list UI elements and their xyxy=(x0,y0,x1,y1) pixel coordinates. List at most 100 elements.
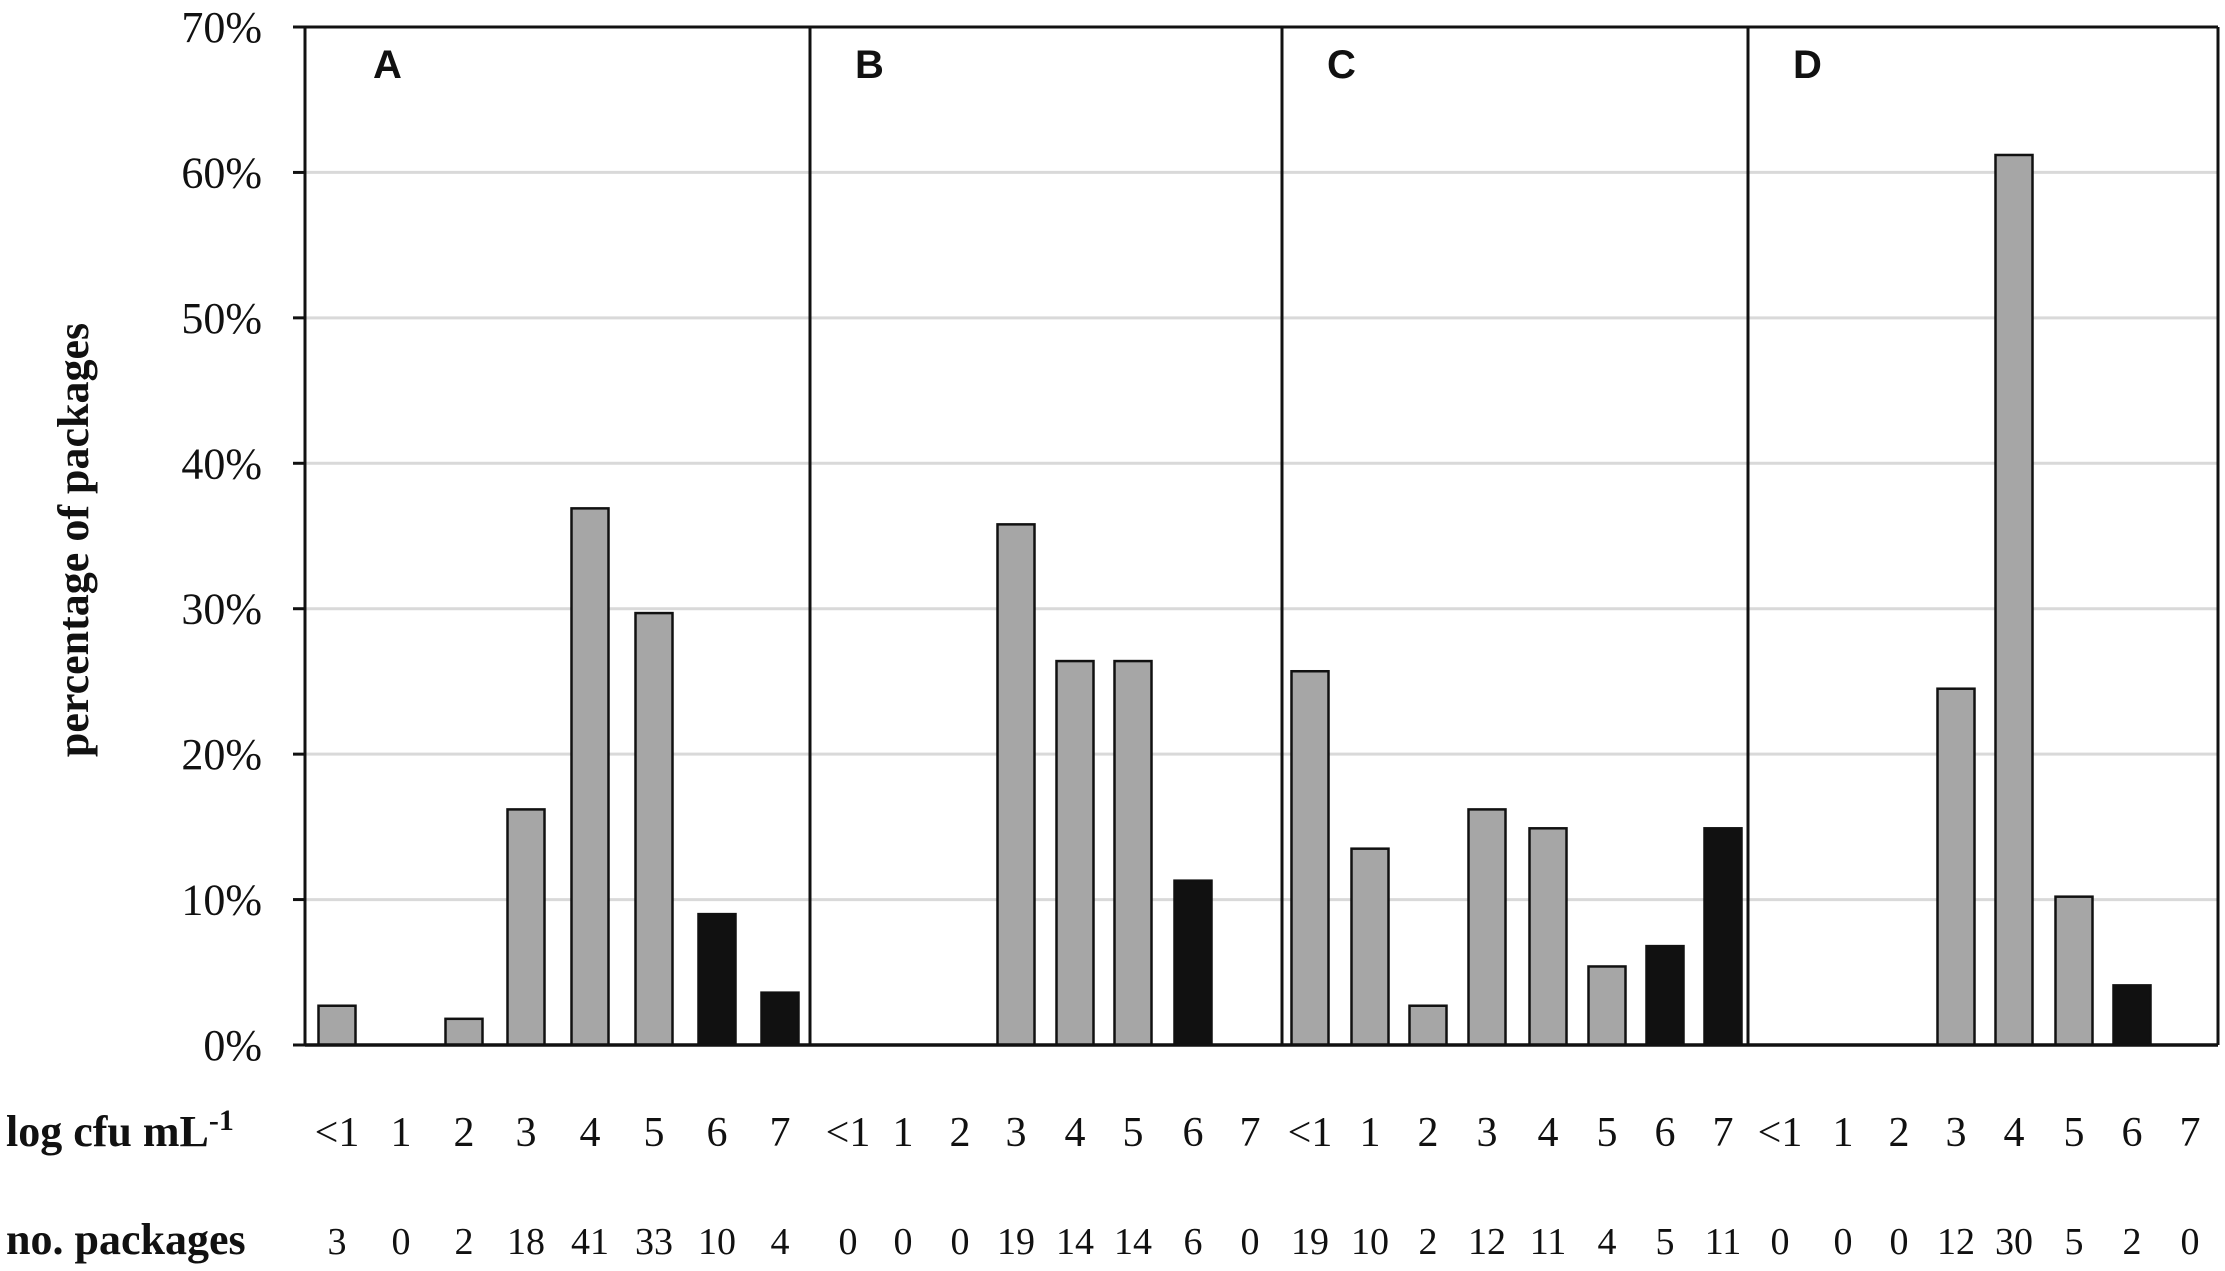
x-tick-label: 1 xyxy=(391,1110,412,1156)
bar xyxy=(444,1017,484,1047)
bar xyxy=(1528,827,1568,1047)
bar xyxy=(317,1004,357,1047)
package-count: 0 xyxy=(894,1221,913,1263)
x-tick-label: 5 xyxy=(644,1110,665,1156)
package-count: 19 xyxy=(997,1221,1035,1263)
x-row-label-superscript: -1 xyxy=(209,1104,234,1137)
x-tick-label: 2 xyxy=(1418,1110,1439,1156)
bar xyxy=(996,523,1036,1047)
package-counts: 3 0 2 18 41 33 10 4 0 0 0 19 14 14 6 0 19 10 2 12 11 4 5 11 0 0 0 1… xyxy=(328,1221,2200,1263)
x-tick-label: 1 xyxy=(1360,1110,1381,1156)
x-tick-label: 7 xyxy=(1240,1110,1261,1156)
x-tick-label: <1 xyxy=(826,1110,871,1156)
package-count: 12 xyxy=(1468,1221,1506,1263)
package-count: 14 xyxy=(1056,1221,1094,1263)
package-count: 41 xyxy=(571,1221,609,1263)
x-tick-label: 3 xyxy=(516,1110,537,1156)
x-tick-label: <1 xyxy=(1288,1110,1333,1156)
package-count: 33 xyxy=(635,1221,673,1263)
package-count: 10 xyxy=(1351,1221,1389,1263)
bar xyxy=(1290,669,1330,1047)
bar xyxy=(1173,879,1213,1047)
bars xyxy=(317,153,2152,1047)
x-tick-label: 6 xyxy=(1183,1110,1204,1156)
panel-labels: A B C D xyxy=(373,43,1822,87)
x-tick-labels: <1 1 2 3 4 5 6 7 <1 1 2 3 4 5 6 7 <1 1 2 3 4 5 6 7 <1 1 2 3 4 5 6 7 xyxy=(315,1110,2201,1156)
package-count: 11 xyxy=(1530,1221,1567,1263)
x-tick-label: 3 xyxy=(1477,1110,1498,1156)
y-tick-label: 20% xyxy=(181,730,262,779)
y-tick-label: 60% xyxy=(181,148,262,197)
bar xyxy=(1467,808,1507,1047)
panel-label: C xyxy=(1327,43,1356,87)
package-count: 0 xyxy=(839,1221,858,1263)
bar xyxy=(2054,895,2094,1047)
bar xyxy=(760,991,800,1047)
x-tick-label: 4 xyxy=(580,1110,601,1156)
x-tick-label: 2 xyxy=(454,1110,475,1156)
x-tick-label: 1 xyxy=(1833,1110,1854,1156)
package-count: 12 xyxy=(1937,1221,1975,1263)
package-count: 0 xyxy=(951,1221,970,1263)
bar xyxy=(2112,984,2152,1047)
x-tick-label: 6 xyxy=(2122,1110,2143,1156)
gridlines xyxy=(305,170,2218,902)
package-count: 14 xyxy=(1114,1221,1152,1263)
package-count: 5 xyxy=(1656,1221,1675,1263)
bar xyxy=(1055,659,1095,1047)
x-tick-label: 6 xyxy=(707,1110,728,1156)
package-count: 0 xyxy=(1834,1221,1853,1263)
package-count: 0 xyxy=(1890,1221,1909,1263)
bar xyxy=(634,611,674,1047)
bar xyxy=(1587,965,1627,1047)
bar xyxy=(1350,847,1390,1047)
package-count: 2 xyxy=(1419,1221,1438,1263)
x-tick-label: 4 xyxy=(1065,1110,1086,1156)
y-tick-label: 10% xyxy=(181,876,262,925)
x-tick-label: 2 xyxy=(950,1110,971,1156)
x-tick-label: 7 xyxy=(1713,1110,1734,1156)
x-tick-label: 7 xyxy=(770,1110,791,1156)
package-count: 18 xyxy=(507,1221,545,1263)
package-count: 6 xyxy=(1184,1221,1203,1263)
bar xyxy=(1994,153,2034,1047)
bar xyxy=(1703,827,1743,1047)
x-tick-label: 3 xyxy=(1006,1110,1027,1156)
x-tick-label: 2 xyxy=(1889,1110,1910,1156)
x-tick-label: 3 xyxy=(1946,1110,1967,1156)
package-count: 4 xyxy=(1598,1221,1617,1263)
package-count: 3 xyxy=(328,1221,347,1263)
plot-frame xyxy=(293,25,2220,1047)
count-row-label: no. packages xyxy=(6,1215,246,1264)
y-axis-label: percentage of packages xyxy=(49,323,98,757)
package-count: 2 xyxy=(455,1221,474,1263)
y-tick-label: 40% xyxy=(181,439,262,488)
panel-label: B xyxy=(855,43,884,87)
bar xyxy=(506,808,546,1047)
x-row-label-text: log cfu mL xyxy=(6,1107,209,1156)
x-row-label: log cfu mL-1 xyxy=(6,1104,234,1156)
y-tick-label: 70% xyxy=(181,3,262,52)
y-tick-label: 30% xyxy=(181,585,262,634)
y-tick-label: 50% xyxy=(181,294,262,343)
package-count: 11 xyxy=(1705,1221,1742,1263)
x-tick-label: 4 xyxy=(2004,1110,2025,1156)
package-count: 30 xyxy=(1995,1221,2033,1263)
package-count: 10 xyxy=(698,1221,736,1263)
y-tick-label: 0% xyxy=(203,1021,262,1070)
package-count: 0 xyxy=(392,1221,411,1263)
bar xyxy=(1936,687,1976,1047)
x-tick-label: 6 xyxy=(1655,1110,1676,1156)
package-count: 2 xyxy=(2123,1221,2142,1263)
x-tick-label: <1 xyxy=(1758,1110,1803,1156)
x-tick-label: 5 xyxy=(1123,1110,1144,1156)
package-count: 5 xyxy=(2065,1221,2084,1263)
x-tick-label: 7 xyxy=(2180,1110,2201,1156)
x-tick-label: 4 xyxy=(1538,1110,1559,1156)
package-count: 4 xyxy=(771,1221,790,1263)
bar xyxy=(570,507,610,1047)
package-count: 0 xyxy=(1241,1221,1260,1263)
x-tick-label: 5 xyxy=(2064,1110,2085,1156)
package-count: 0 xyxy=(2181,1221,2200,1263)
